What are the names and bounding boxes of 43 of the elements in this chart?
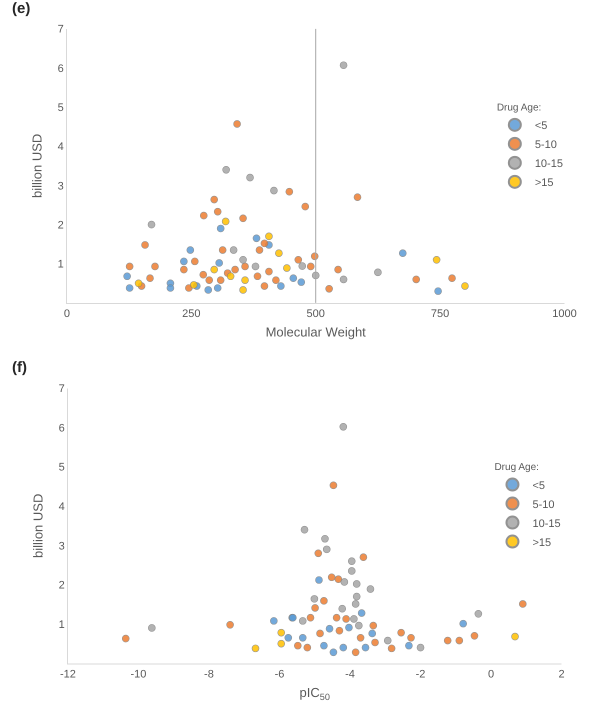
legend-label: 5-10 <box>534 139 557 152</box>
x-tick-label: 0 <box>488 668 494 681</box>
x-tick-label: 500 <box>306 308 325 320</box>
x-tick-label: 2 <box>558 668 565 681</box>
legend-label: 5-10 <box>532 498 554 511</box>
y-tick-label: 5 <box>58 102 64 114</box>
y-tick-label: 3 <box>58 180 64 192</box>
x-tick-label: -6 <box>274 668 284 681</box>
x-axis-title: pIC$_{50}$ <box>300 685 330 702</box>
chart-title: (e) <box>12 0 30 17</box>
x-tick-label: -12 <box>60 668 76 681</box>
y-tick-label: 6 <box>58 422 65 434</box>
legend-title: Drug Age: <box>496 102 542 114</box>
y-axis-title: billion USD <box>30 134 45 198</box>
chart-title: (f) <box>12 359 27 376</box>
x-tick-label: 0 <box>64 308 70 320</box>
legend-label: >15 <box>532 536 552 549</box>
x-axis-title: Molecular Weight <box>266 324 366 340</box>
legend-label: <5 <box>534 120 548 132</box>
legend-label: 10-15 <box>534 158 563 170</box>
x-tick-label: 250 <box>182 308 200 320</box>
legend-label: <5 <box>532 480 546 492</box>
y-axis-title: billion USD <box>30 494 46 558</box>
y-tick-label: 4 <box>58 500 65 513</box>
x-tick-label: 1000 <box>552 308 577 320</box>
y-tick-label: 7 <box>58 24 64 36</box>
x-tick-label: -10 <box>130 668 146 681</box>
y-tick-label: 2 <box>58 219 64 232</box>
legend-title: Drug Age: <box>494 462 539 474</box>
y-tick-label: 5 <box>58 462 65 474</box>
x-tick-label: -2 <box>416 668 426 681</box>
x-tick-label: 750 <box>430 308 450 320</box>
y-tick-label: 7 <box>58 383 65 396</box>
x-tick-label: -8 <box>204 668 214 681</box>
y-tick-label: 6 <box>58 62 64 75</box>
x-tick-label: -4 <box>345 668 355 681</box>
legend-label: 10-15 <box>532 518 561 530</box>
y-tick-label: 4 <box>58 141 64 154</box>
legend-label: >15 <box>534 177 554 190</box>
y-tick-label: 1 <box>58 618 65 631</box>
y-tick-label: 3 <box>58 540 65 552</box>
y-tick-label: 1 <box>58 258 64 271</box>
y-tick-label: 2 <box>58 580 65 592</box>
